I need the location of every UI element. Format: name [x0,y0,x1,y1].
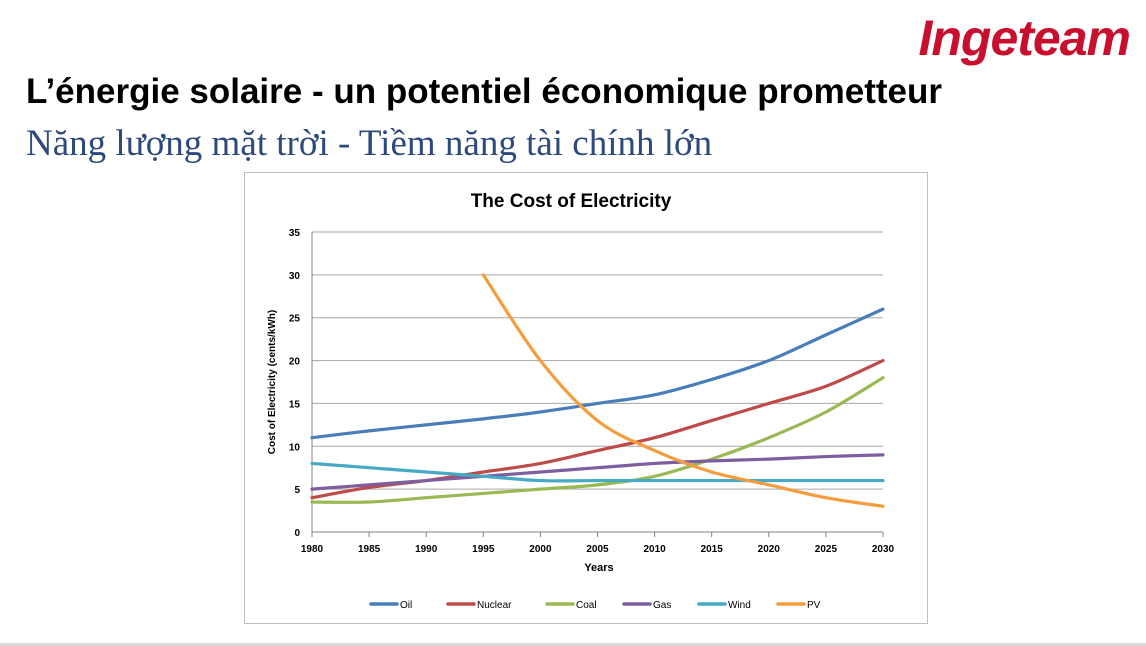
bottom-divider [0,643,1146,646]
series-line-wind [310,461,885,483]
x-tick-label: 2010 [643,544,666,555]
x-tick-label: 2030 [872,544,895,555]
y-tick-label: 25 [289,314,301,325]
x-tick-label: 2000 [529,544,552,555]
page-title-vietnamese: Năng lượng mặt trời - Tiềm năng tài chín… [26,123,713,164]
legend-label-pv: PV [807,600,821,611]
y-tick-label: 30 [289,271,301,282]
y-axis-label: Cost of Electricity (cents/kWh) [267,310,278,454]
cost-of-electricity-chart: The Cost of Electricity Cost of Electric… [244,172,928,624]
x-tick-label: 1990 [415,544,438,555]
x-tick-label: 1995 [472,544,495,555]
legend-label-gas: Gas [653,600,671,611]
series-line-pv [481,273,885,508]
x-tick-label: 2005 [586,544,609,555]
x-tick-labels: 1980 1985 1990 1995 2000 2005 2010 2015 2020 2025… [301,532,895,555]
x-tick-label: 2025 [815,544,838,555]
legend: Oil Nuclear Coal Gas Wind PV [369,600,821,611]
gridlines [311,231,883,533]
legend-label-oil: Oil [400,600,412,611]
y-tick-label: 20 [289,357,301,368]
legend-label-coal: Coal [576,600,597,611]
x-tick-label: 2020 [758,544,781,555]
line-chart-svg: The Cost of Electricity Cost of Electric… [267,191,895,611]
x-tick-label: 2015 [701,544,724,555]
legend-label-wind: Wind [728,600,751,611]
chart-title: The Cost of Electricity [471,191,672,212]
series-line-gas [310,453,885,491]
x-axis-label: Years [584,562,613,574]
ingeteam-logo: Ingeteam [918,10,1131,66]
series-line-oil [310,307,885,440]
y-tick-label: 5 [294,485,300,496]
series-line-coal [310,376,885,504]
y-tick-label: 15 [289,399,301,410]
y-tick-label: 35 [289,228,301,239]
page-title-french: L’énergie solaire - un potentiel économi… [26,72,942,111]
series-lines [310,273,885,508]
x-tick-label: 1980 [301,544,324,555]
y-tick-label: 10 [289,442,301,453]
y-tick-label: 0 [294,528,300,539]
legend-label-nuclear: Nuclear [477,600,512,611]
x-tick-label: 1985 [358,544,381,555]
y-tick-labels: 0 5 10 15 20 25 30 35 [289,228,301,539]
